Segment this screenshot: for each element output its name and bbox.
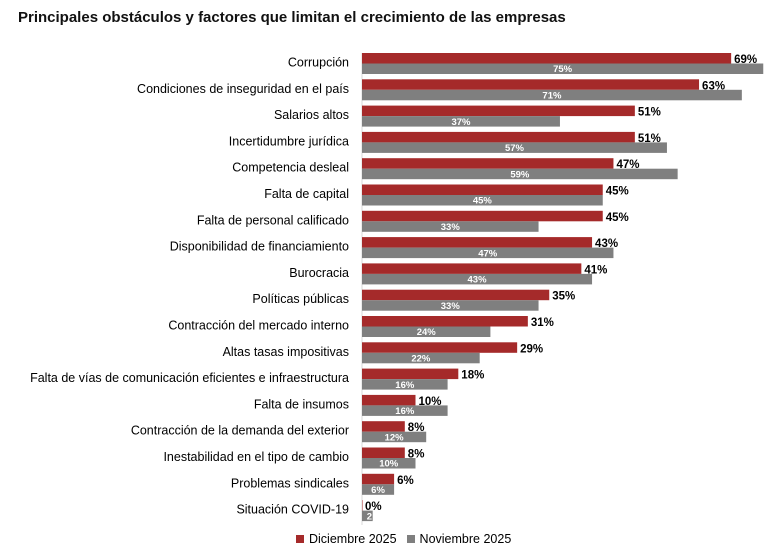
bar-noviembre [362, 168, 678, 180]
category-label: Salarios altos [274, 108, 349, 122]
data-label-noviembre: 24% [417, 327, 437, 338]
bar-noviembre [362, 379, 448, 390]
category-label: Situación COVID-19 [236, 503, 349, 517]
bar-diciembre [362, 289, 550, 301]
category-label: Políticas públicas [252, 292, 349, 306]
bar-diciembre [362, 421, 405, 432]
bar-diciembre [362, 368, 459, 380]
bar-noviembre [362, 352, 480, 364]
bar-noviembre [362, 510, 373, 522]
bar-diciembre [362, 131, 635, 143]
bar-diciembre [362, 316, 528, 327]
data-label-diciembre: 45% [606, 186, 629, 198]
data-label-diciembre: 0% [365, 501, 382, 513]
bar-diciembre [362, 500, 363, 511]
category-label: Problemas sindicales [231, 476, 349, 490]
category-label: Inestabilidad en el tipo de cambio [163, 450, 349, 464]
data-label-diciembre: 45% [606, 212, 629, 224]
data-label-noviembre: 12% [385, 432, 405, 443]
bar-noviembre [362, 326, 491, 337]
bar-noviembre [362, 142, 667, 153]
data-label-diciembre: 41% [584, 264, 607, 276]
bar-noviembre [362, 273, 593, 285]
data-label-noviembre: 59% [510, 169, 530, 180]
category-label: Burocracia [289, 266, 349, 280]
data-label-noviembre: 16% [395, 380, 415, 391]
data-label-diciembre: 35% [552, 291, 575, 303]
bar-diciembre [362, 105, 635, 117]
data-label-noviembre: 45% [473, 196, 493, 207]
bar-noviembre [362, 458, 416, 469]
data-label-noviembre: 2 [367, 511, 372, 522]
category-label: Altas tasas impositivas [223, 345, 349, 359]
bar-diciembre [362, 342, 518, 353]
data-label-noviembre: 43% [468, 275, 488, 286]
data-label-diciembre: 51% [638, 107, 661, 119]
bar-diciembre [362, 210, 603, 222]
bar-noviembre [362, 484, 395, 495]
bar-noviembre [362, 431, 427, 443]
bar-diciembre [362, 158, 614, 169]
data-label-diciembre: 31% [531, 317, 554, 329]
bar-noviembre [362, 300, 539, 311]
bar-noviembre [362, 405, 448, 416]
data-label-noviembre: 47% [478, 248, 498, 259]
data-label-diciembre: 8% [408, 422, 425, 434]
bar-noviembre [362, 116, 560, 127]
data-label-diciembre: 69% [734, 54, 757, 66]
legend-label-noviembre: Noviembre 2025 [419, 532, 512, 546]
bar-diciembre [362, 394, 416, 406]
data-label-diciembre: 47% [616, 159, 639, 171]
legend-label-diciembre: Diciembre 2025 [309, 532, 397, 546]
legend-item-diciembre: Diciembre 2025 [296, 532, 397, 546]
bar-noviembre [362, 89, 742, 101]
category-label: Contracción del mercado interno [168, 319, 349, 333]
data-label-noviembre: 22% [411, 354, 431, 365]
bar-diciembre [362, 263, 582, 274]
category-label: Condiciones de inseguridad en el país [137, 82, 349, 96]
bar-chart: Corrupción 69% 75% Condiciones de insegurid… [30, 53, 764, 525]
bar-diciembre [362, 184, 603, 195]
category-label: Corrupción [288, 56, 349, 70]
data-label-noviembre: 33% [441, 222, 461, 233]
category-label: Disponibilidad de financiamiento [170, 240, 349, 254]
data-label-diciembre: 6% [397, 475, 414, 487]
data-label-noviembre: 37% [451, 117, 471, 128]
category-label: Contracción de la demanda del exterior [131, 424, 349, 438]
bar-noviembre [362, 195, 603, 206]
category-label: Competencia desleal [232, 161, 349, 175]
data-label-noviembre: 6% [371, 485, 385, 496]
data-label-diciembre: 43% [595, 238, 618, 250]
legend-item-noviembre: Noviembre 2025 [406, 532, 512, 546]
data-label-diciembre: 63% [702, 80, 725, 92]
legend: Diciembre 2025 Noviembre 2025 [296, 532, 521, 546]
data-label-noviembre: 10% [379, 459, 399, 470]
data-label-diciembre: 8% [408, 449, 425, 461]
data-label-noviembre: 16% [395, 406, 415, 417]
bar-noviembre [362, 247, 614, 259]
bar-diciembre [362, 473, 395, 485]
data-label-noviembre: 33% [441, 301, 461, 312]
legend-swatch-noviembre [406, 535, 415, 543]
data-label-noviembre: 71% [542, 91, 562, 102]
bar-diciembre [362, 53, 732, 64]
category-label: Falta de insumos [254, 397, 349, 411]
bar-noviembre [362, 221, 539, 232]
data-label-noviembre: 57% [505, 143, 525, 154]
category-label: Incertidumbre jurídica [229, 134, 349, 148]
data-label-diciembre: 18% [461, 370, 484, 382]
bar-noviembre [362, 63, 764, 74]
bar-diciembre [362, 447, 405, 458]
data-label-diciembre: 29% [520, 343, 543, 355]
bar-diciembre [362, 79, 700, 90]
category-label: Falta de personal calificado [197, 213, 349, 227]
bar-diciembre [362, 237, 593, 248]
data-label-diciembre: 10% [419, 396, 442, 408]
legend-swatch-diciembre [296, 535, 304, 543]
chart-title: Principales obstáculos y factores que li… [18, 9, 566, 26]
category-label: Falta de vías de comunicación eficientes… [30, 371, 349, 385]
data-label-noviembre: 75% [553, 64, 573, 75]
category-label: Falta de capital [264, 187, 349, 201]
data-label-diciembre: 51% [638, 133, 661, 145]
